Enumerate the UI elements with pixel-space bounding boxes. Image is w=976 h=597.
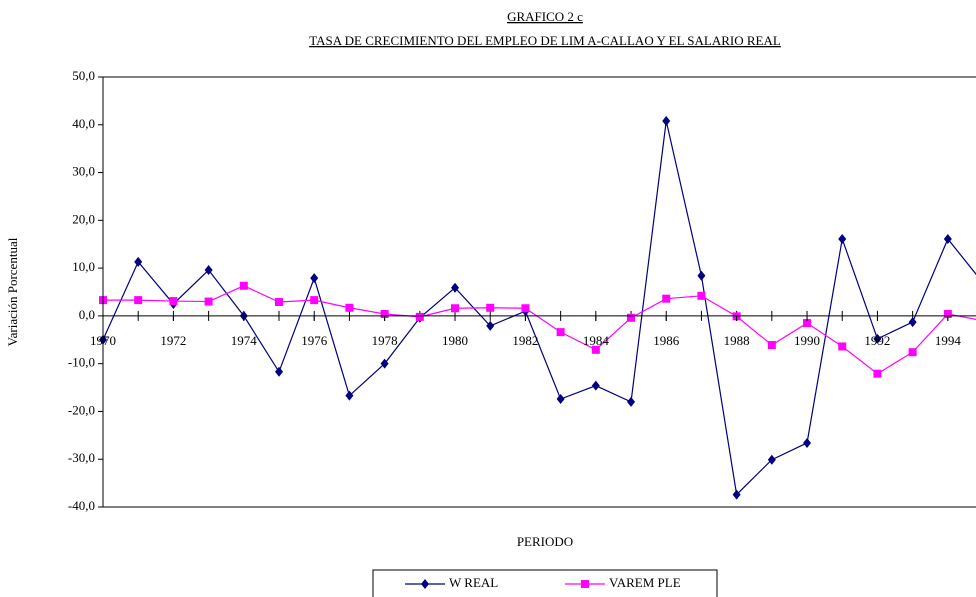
x-tick-label: 1978	[372, 333, 398, 348]
data-point	[662, 294, 671, 303]
data-point	[380, 358, 389, 369]
data-point	[943, 233, 952, 244]
data-point	[310, 296, 319, 305]
data-point	[169, 297, 178, 306]
data-point	[204, 297, 213, 306]
data-point	[803, 437, 812, 448]
data-point	[627, 313, 636, 322]
x-tick-label: 1974	[231, 333, 258, 348]
x-tick-label: 1970	[90, 333, 116, 348]
data-point	[803, 319, 812, 328]
data-point	[908, 317, 917, 328]
legend-marker	[421, 579, 429, 589]
data-point	[697, 270, 706, 281]
x-tick-label: 1980	[442, 333, 468, 348]
y-tick-label: 0,0	[79, 307, 95, 322]
data-point	[556, 394, 565, 405]
y-tick-label: -10,0	[68, 355, 95, 370]
x-tick-label: 1986	[653, 333, 680, 348]
data-point	[767, 341, 776, 350]
chart-title: GRAFICO 2 c	[507, 9, 583, 24]
data-point	[415, 312, 424, 321]
data-point	[134, 296, 143, 305]
data-point	[662, 115, 671, 126]
data-point	[838, 233, 847, 244]
data-point	[873, 369, 882, 378]
legend-marker	[581, 580, 589, 588]
legend-label: VAREM PLE	[609, 575, 681, 590]
data-point	[767, 454, 776, 465]
x-tick-label: 1994	[935, 333, 962, 348]
data-point	[556, 328, 565, 337]
x-tick-label: 1984	[583, 333, 610, 348]
data-point	[345, 303, 354, 312]
data-point	[345, 390, 354, 401]
x-tick-label: 1992	[864, 333, 890, 348]
legend-label: W REAL	[449, 575, 498, 590]
data-point	[380, 309, 389, 318]
y-axis-label: Variación Porcentual	[5, 237, 20, 346]
y-tick-label: 40,0	[72, 116, 95, 131]
series-line	[103, 285, 976, 375]
x-tick-label: 1982	[512, 333, 538, 348]
data-point	[451, 304, 460, 313]
data-point	[521, 304, 530, 313]
x-axis-label: PERIODO	[517, 534, 573, 549]
data-point	[239, 281, 248, 290]
plot-area	[99, 115, 976, 500]
data-point	[697, 291, 706, 300]
y-tick-label: 50,0	[72, 68, 95, 83]
data-point	[134, 256, 143, 267]
y-tick-label: -40,0	[68, 498, 95, 513]
y-tick-label: -30,0	[68, 450, 95, 465]
y-tick-label: 30,0	[72, 164, 95, 179]
data-point	[310, 273, 319, 284]
x-tick-label: 1990	[794, 333, 820, 348]
x-tick-label: 1976	[301, 333, 328, 348]
data-point	[275, 298, 284, 307]
data-point	[732, 489, 741, 500]
x-tick-label: 1972	[160, 333, 186, 348]
x-tick-label: 1988	[724, 333, 750, 348]
y-tick-label: 10,0	[72, 259, 95, 274]
data-point	[838, 342, 847, 351]
data-point	[451, 282, 460, 293]
plot-frame	[102, 76, 976, 508]
legend-box	[372, 569, 718, 597]
data-point	[908, 348, 917, 357]
data-point	[486, 320, 495, 331]
y-tick-label: 20,0	[72, 211, 95, 226]
chart-subtitle: TASA DE CRECIMIENTO DEL EMPLEO DE LIM A-…	[309, 33, 781, 48]
data-point	[204, 265, 213, 276]
series-line	[102, 120, 976, 496]
y-tick-label: -20,0	[68, 402, 95, 417]
data-point	[591, 345, 600, 354]
data-point	[873, 333, 882, 344]
data-point	[486, 303, 495, 312]
data-point	[943, 309, 952, 318]
data-point	[591, 380, 600, 391]
data-point	[627, 396, 636, 407]
data-point	[275, 366, 284, 377]
